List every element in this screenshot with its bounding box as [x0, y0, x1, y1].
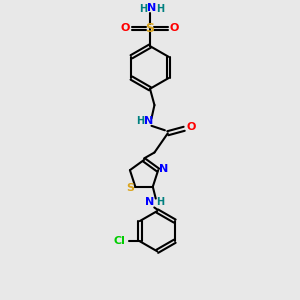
Text: H: H — [140, 4, 148, 14]
Text: H: H — [156, 4, 164, 14]
Text: N: N — [144, 116, 153, 126]
Text: N: N — [159, 164, 168, 174]
Text: N: N — [147, 3, 156, 13]
Text: H: H — [156, 196, 164, 206]
Text: S: S — [126, 183, 134, 193]
Text: Cl: Cl — [114, 236, 126, 246]
Text: H: H — [136, 116, 145, 126]
Text: O: O — [121, 23, 130, 33]
Text: O: O — [186, 122, 195, 132]
Text: S: S — [146, 22, 154, 35]
Text: O: O — [170, 23, 179, 33]
Text: N: N — [145, 196, 154, 206]
